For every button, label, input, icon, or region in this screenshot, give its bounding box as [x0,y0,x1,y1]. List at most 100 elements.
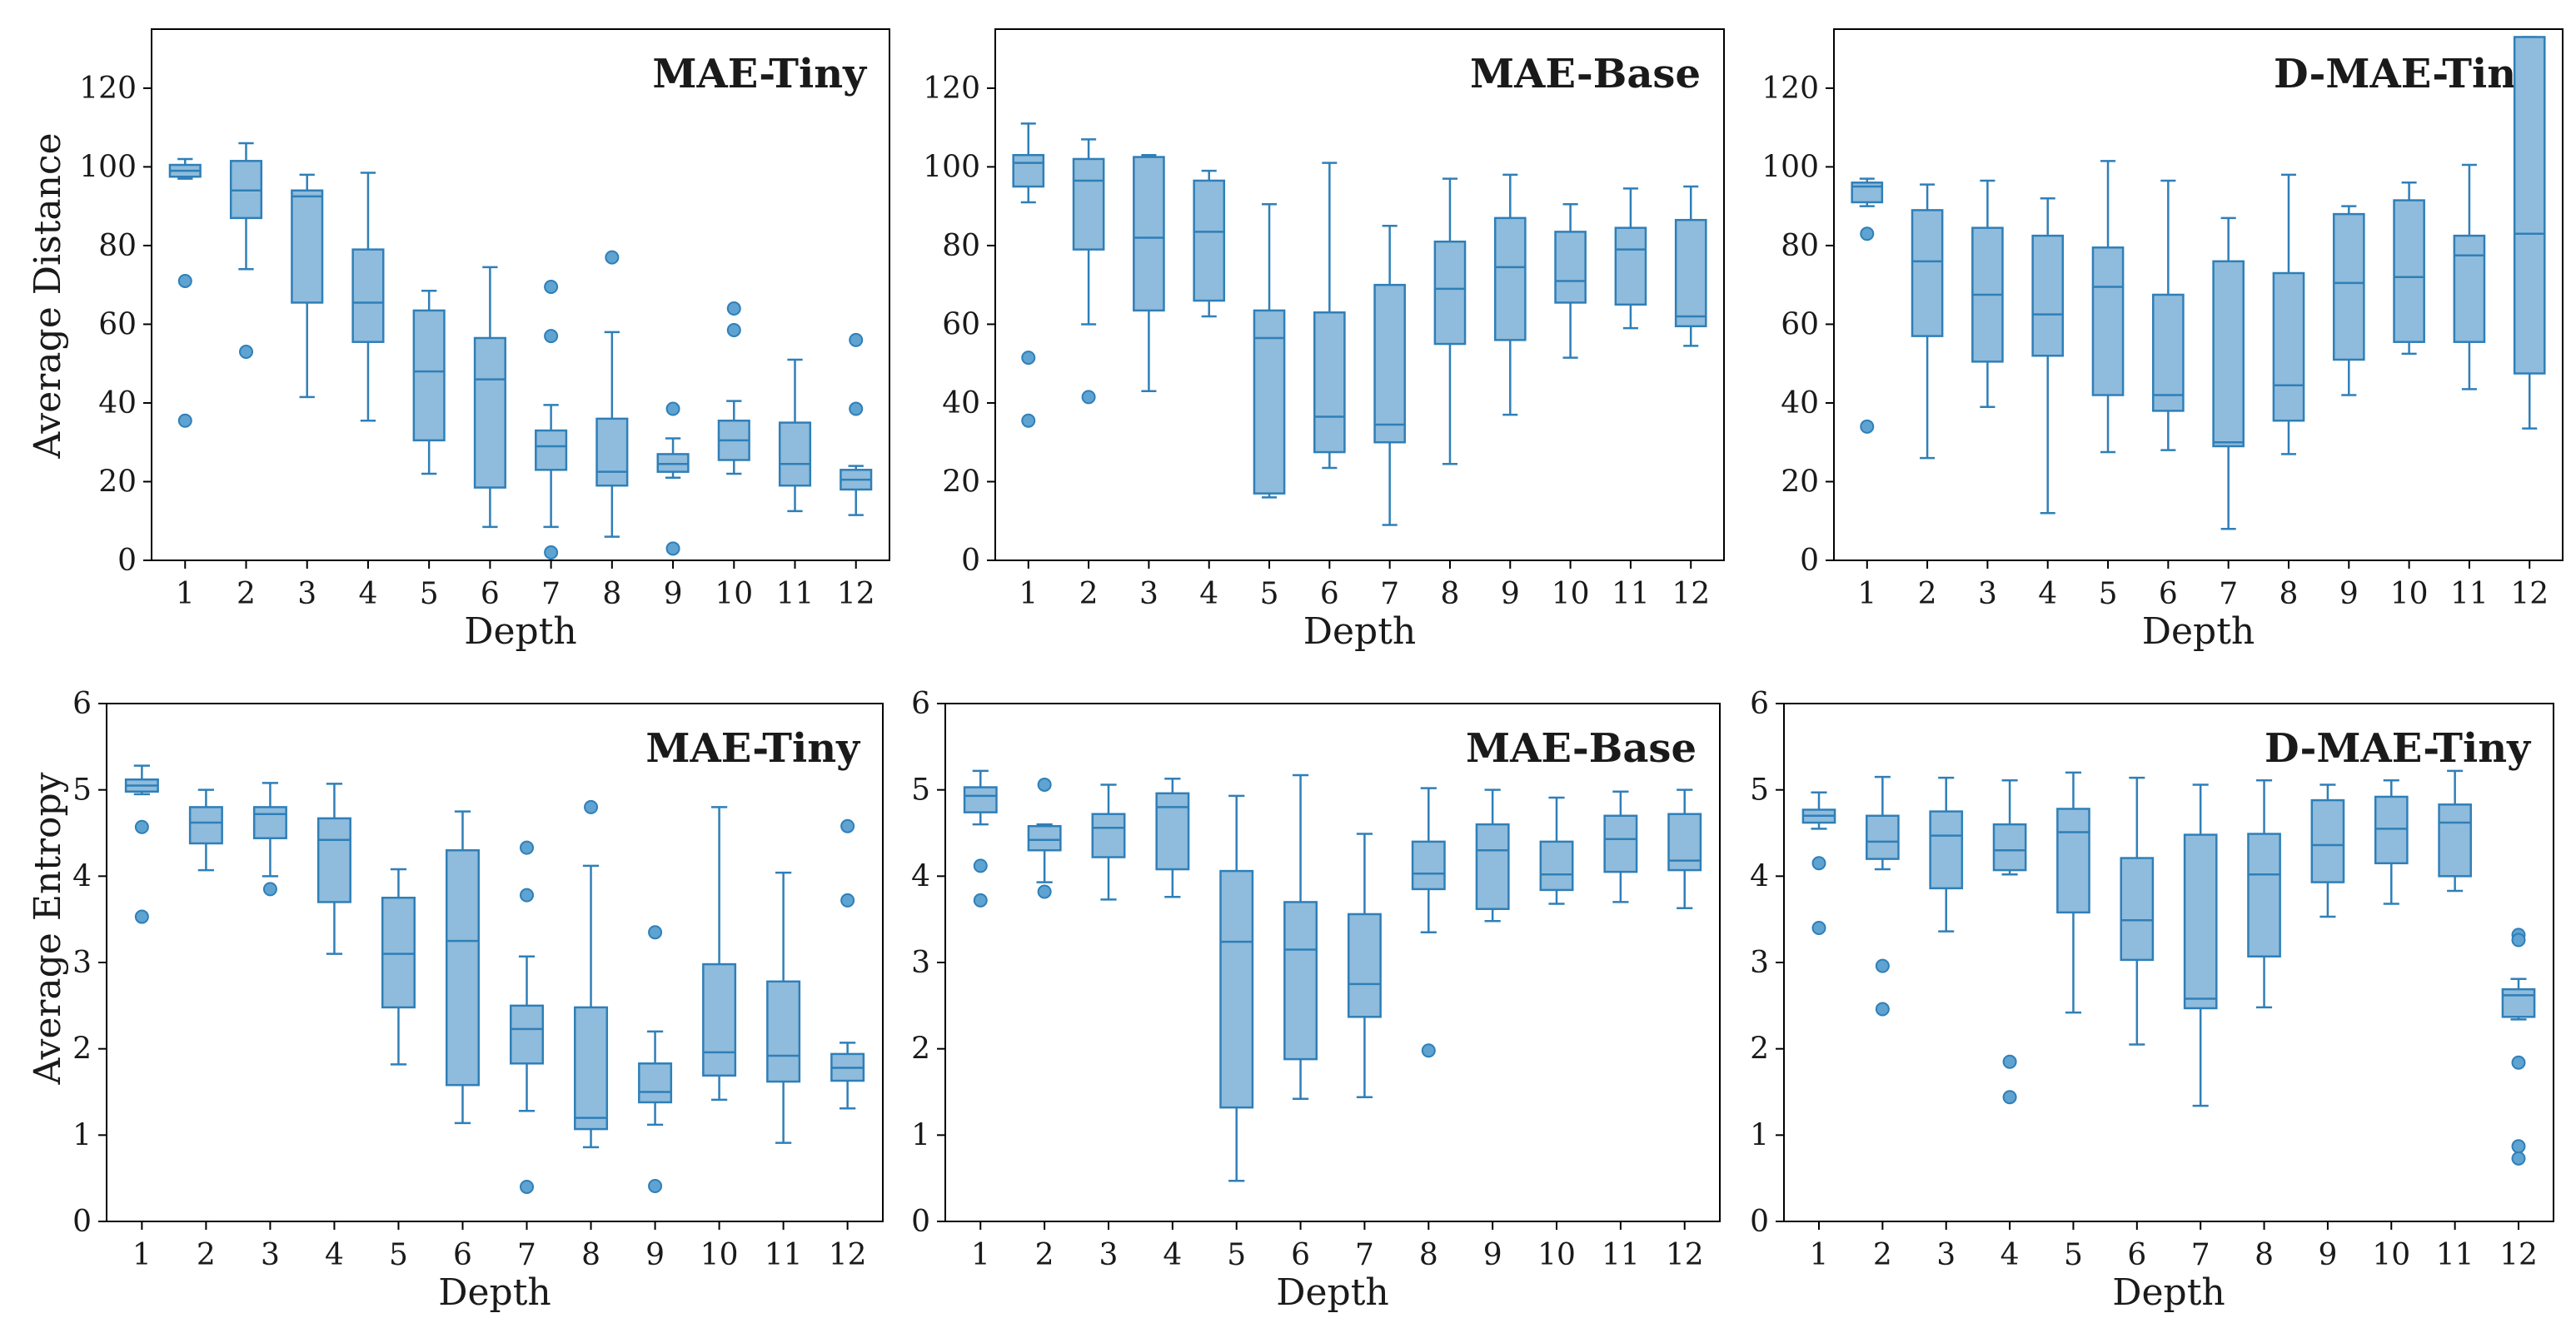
outlier-point [520,1180,535,1195]
y-tick-label: 80 [1781,229,1819,263]
box-iqr [1667,813,1702,872]
x-tick-label: 10 [700,1238,739,1272]
box-iqr [2120,857,2155,962]
x-tick-label: 2 [237,577,256,611]
x-tick-label: 12 [837,577,875,611]
x-tick-label: 3 [1978,577,1997,611]
box-iqr [1347,913,1382,1018]
y-tick-label: 5 [1750,773,1769,808]
x-tick-label: 8 [581,1238,600,1272]
box-depth-7 [2183,783,2218,1107]
y-tick-label: 120 [1761,72,1819,106]
x-tick-label: 10 [1552,577,1590,611]
box-depth-8 [595,250,629,538]
x-tick-label: 5 [2064,1238,2083,1272]
outlier-point [177,413,192,428]
outlier-point [544,280,559,295]
y-tick-label: 3 [72,946,92,980]
box-iqr [2091,246,2125,396]
y-tick-label: 6 [72,687,92,721]
y-tick-label: 4 [911,859,930,893]
x-tick-label: 4 [2038,577,2057,611]
box-iqr [316,817,351,903]
x-tick-label: 11 [776,577,815,611]
outlier-point [1037,884,1052,899]
box-iqr [2152,293,2185,412]
x-tick-label: 9 [664,577,683,611]
x-tick-label: 2 [1035,1238,1054,1272]
outlier-point [665,541,680,556]
x-tick-label: 8 [1419,1238,1438,1272]
ylabel-bottom: Average Entropy [27,772,69,1085]
box-iqr [1313,311,1346,454]
box-depth-3 [1091,783,1126,901]
outlier-point [584,799,599,814]
x-tick-label: 8 [602,577,621,611]
outlier-point [2511,933,2526,948]
y-tick-label: 60 [98,307,137,341]
box-depth-11 [2453,163,2486,390]
outlier-point [520,840,535,855]
box-depth-10 [2393,182,2425,356]
outlier-point [1860,226,1875,241]
y-tick-label: 100 [1761,150,1819,184]
y-tick-label: 40 [1781,386,1819,420]
outlier-point [1875,958,1890,973]
y-tick-label: 3 [911,946,930,980]
x-tick-label: 2 [1918,577,1937,611]
box-depth-8 [574,799,609,1149]
x-tick-label: 9 [645,1238,665,1272]
box-depth-7 [1373,225,1406,526]
panel-title: MAE-Base [1466,725,1697,772]
x-tick-label: 6 [2127,1238,2146,1272]
plot-frame [151,28,890,561]
box-depth-3 [1929,776,1964,933]
x-axis-label: Depth [1276,1271,1389,1314]
box-iqr [2272,271,2305,422]
x-tick-label: 8 [1441,577,1460,611]
box-depth-4 [351,172,385,422]
box-iqr [1539,840,1574,892]
x-axis-label: Depth [1303,610,1417,653]
outlier-point [1021,413,1036,428]
y-tick-label: 6 [1750,687,1769,721]
x-tick-label: 6 [1320,577,1339,611]
box-iqr [1554,231,1587,304]
box-depth-11 [766,871,801,1144]
box-iqr [2393,199,2425,343]
x-tick-label: 4 [1163,1238,1182,1272]
box-depth-2 [229,142,263,360]
x-tick-label: 4 [2001,1238,2020,1272]
box-depth-5 [412,290,446,475]
box-iqr [1072,157,1105,251]
x-axis-label: Depth [2142,610,2255,653]
x-tick-label: 12 [2510,577,2549,611]
box-depth-10 [717,301,750,475]
box-iqr [351,248,385,343]
x-tick-label: 1 [971,1238,990,1272]
box-iqr [595,417,629,487]
x-tick-label: 1 [1019,577,1038,611]
y-tick-label: 100 [923,150,980,184]
y-tick-label: 4 [1750,859,1769,893]
x-tick-label: 1 [1810,1238,1829,1272]
box-iqr [412,309,446,442]
box-iqr [2332,212,2365,361]
box-iqr [2438,803,2472,878]
x-axis-label: Depth [2112,1271,2225,1314]
box-depth-1 [1851,177,1884,434]
box-depth-11 [1603,790,1638,903]
box-depth-9 [1475,788,1510,923]
x-tick-label: 10 [715,577,753,611]
outlier-point [177,273,192,288]
box-iqr [638,1062,673,1104]
box-depth-2 [1027,777,1062,899]
y-tick-label: 0 [72,1205,92,1239]
plot-frame [1783,703,2554,1222]
box-depth-6 [473,266,506,529]
plot-frame [944,703,1721,1222]
box-depth-4 [1193,169,1226,318]
box-depth-12 [840,332,873,516]
x-tick-label: 4 [325,1238,344,1272]
box-iqr [2501,987,2536,1018]
